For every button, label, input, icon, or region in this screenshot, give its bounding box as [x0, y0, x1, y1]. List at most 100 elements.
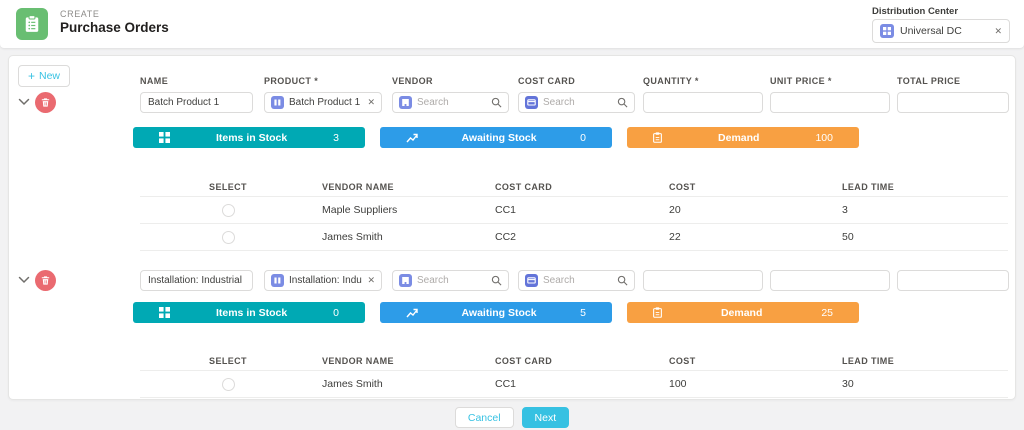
new-row-button[interactable]: + New	[18, 65, 70, 87]
items-in-stock-label: Items in Stock	[215, 131, 288, 144]
clipboard-icon	[25, 15, 39, 32]
demand-icon	[653, 307, 662, 318]
column-header-name: NAME	[140, 76, 169, 86]
items-in-stock-value: 3	[333, 131, 339, 144]
vendor-search[interactable]	[392, 92, 509, 113]
total-price-input[interactable]	[897, 92, 1009, 113]
clear-distribution-center-icon[interactable]: ✕	[994, 25, 1002, 36]
awaiting-stock-icon	[406, 133, 418, 143]
items-in-stock-icon	[159, 132, 170, 143]
items-in-stock-label: Items in Stock	[215, 306, 288, 319]
cost-card-icon	[525, 96, 538, 109]
next-button[interactable]: Next	[521, 407, 570, 428]
chevron-down-icon[interactable]	[18, 276, 30, 284]
demand-label: Demand	[718, 131, 760, 144]
vendor-col-select: SELECT	[209, 182, 247, 192]
vendor-table: SELECT VENDOR NAME COST CARD COST LEAD T…	[140, 352, 1008, 398]
cost-card-search[interactable]	[518, 270, 635, 291]
vendor-name-cell: James Smith	[322, 378, 383, 390]
page-eyebrow: CREATE	[60, 9, 100, 19]
lead-time-cell: 30	[842, 378, 854, 390]
cost-card-search-input[interactable]	[543, 97, 612, 108]
select-vendor-radio[interactable]	[221, 377, 235, 391]
vendor-row[interactable]: Maple Suppliers CC1 20 3	[140, 197, 1008, 224]
page-title: Purchase Orders	[60, 20, 169, 35]
distribution-center-input[interactable]: Universal DC ✕	[872, 19, 1010, 43]
select-vendor-radio[interactable]	[221, 230, 235, 244]
demand-label: Demand	[720, 306, 763, 319]
vendor-table: SELECT VENDOR NAME COST CARD COST LEAD T…	[140, 178, 1008, 251]
lead-time-cell: 3	[842, 204, 848, 216]
items-in-stock-value: 0	[333, 306, 339, 319]
unit-price-input[interactable]	[770, 270, 890, 291]
quantity-input[interactable]	[643, 270, 763, 291]
quantity-input[interactable]	[643, 92, 763, 113]
search-icon	[617, 275, 628, 286]
vendor-icon	[399, 274, 412, 287]
demand-badge: Demand 100	[627, 127, 859, 148]
cost-cell: 20	[669, 204, 681, 216]
items-in-stock-icon	[159, 307, 170, 318]
cost-card-cell: CC2	[495, 231, 517, 243]
cost-cell: 100	[669, 378, 687, 390]
purchase-orders-app-icon	[16, 8, 48, 40]
vendor-col-lead-time: LEAD TIME	[842, 182, 895, 192]
plus-icon: +	[27, 69, 35, 83]
vendor-col-name: VENDOR NAME	[322, 356, 394, 366]
product-pill-label: Batch Product 1	[289, 97, 361, 108]
vendor-col-cost-card: COST CARD	[495, 182, 553, 192]
distribution-center-label: Distribution Center	[872, 6, 959, 17]
name-input[interactable]	[140, 92, 253, 113]
lead-time-cell: 50	[842, 231, 854, 243]
name-input[interactable]	[140, 270, 253, 291]
vendor-name-cell: Maple Suppliers	[322, 204, 398, 216]
vendor-search-input[interactable]	[417, 275, 486, 286]
delete-row-button[interactable]	[35, 270, 56, 291]
vendor-row[interactable]: James Smith CC2 22 50	[140, 224, 1008, 251]
vendor-col-cost: COST	[669, 182, 696, 192]
vendor-search[interactable]	[392, 270, 509, 291]
column-header-product: PRODUCT *	[264, 76, 319, 86]
vendor-icon	[399, 96, 412, 109]
remove-product-icon[interactable]: ✕	[367, 275, 375, 285]
column-header-vendor: VENDOR	[392, 76, 433, 86]
delete-row-button[interactable]	[35, 92, 56, 113]
vendor-row[interactable]: James Smith CC1 100 30	[140, 371, 1008, 398]
search-icon	[491, 275, 502, 286]
cost-card-search[interactable]	[518, 92, 635, 113]
vendor-col-lead-time: LEAD TIME	[842, 356, 895, 366]
vendor-col-cost: COST	[669, 356, 696, 366]
awaiting-stock-value: 0	[580, 131, 586, 144]
demand-value: 100	[815, 131, 833, 144]
cancel-button[interactable]: Cancel	[454, 407, 514, 428]
chevron-down-icon[interactable]	[18, 98, 30, 106]
awaiting-stock-value: 5	[580, 306, 586, 319]
demand-badge: Demand 25	[627, 302, 859, 323]
cost-card-cell: CC1	[495, 378, 517, 390]
cost-card-icon	[525, 274, 538, 287]
select-vendor-radio[interactable]	[221, 203, 235, 217]
footer-actions: Cancel Next	[0, 400, 1024, 430]
page-header: CREATE Purchase Orders Distribution Cent…	[0, 0, 1024, 48]
unit-price-input[interactable]	[770, 92, 890, 113]
total-price-input[interactable]	[897, 270, 1009, 291]
items-in-stock-badge: Items in Stock 3	[133, 127, 365, 148]
vendor-search-input[interactable]	[417, 97, 486, 108]
awaiting-stock-badge: Awaiting Stock 5	[380, 302, 612, 323]
product-pill[interactable]: Batch Product 1 ✕	[264, 92, 382, 113]
product-pill[interactable]: Installation: Industrial ✕	[264, 270, 382, 291]
cost-card-cell: CC1	[495, 204, 517, 216]
vendor-col-select: SELECT	[209, 356, 247, 366]
demand-icon	[653, 132, 662, 143]
product-icon	[271, 274, 284, 287]
distribution-center-value: Universal DC	[900, 25, 962, 37]
cost-card-search-input[interactable]	[543, 275, 612, 286]
awaiting-stock-icon	[406, 308, 418, 318]
column-header-unit-price: UNIT PRICE *	[770, 76, 832, 86]
remove-product-icon[interactable]: ✕	[367, 97, 375, 107]
trash-icon	[41, 276, 50, 285]
demand-value: 25	[821, 306, 833, 319]
product-pill-label: Installation: Industrial	[289, 275, 362, 286]
vendor-table-header-row: SELECT VENDOR NAME COST CARD COST LEAD T…	[140, 178, 1008, 197]
